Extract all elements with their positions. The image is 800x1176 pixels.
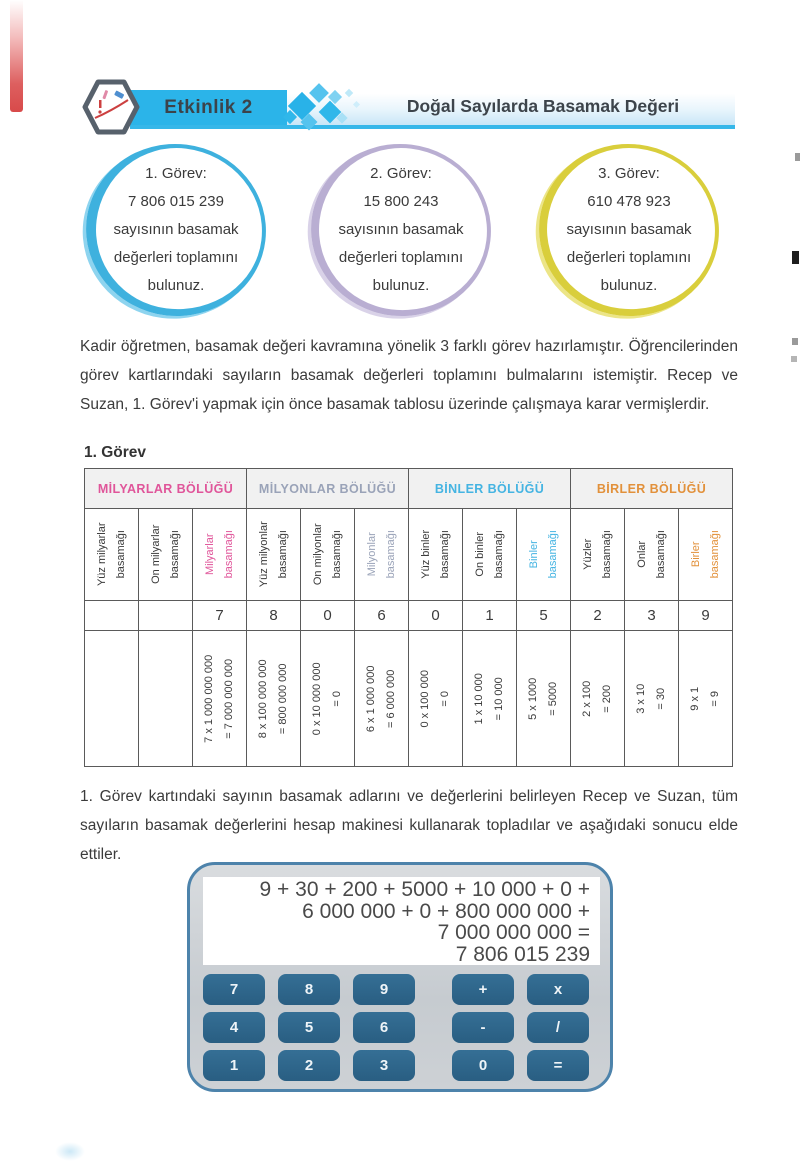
task-number: 7 806 015 239	[128, 193, 224, 210]
key-4[interactable]: 4	[203, 1012, 265, 1043]
result-paragraph: 1. Görev kartındaki sayının basamak adla…	[80, 788, 738, 863]
key-1[interactable]: 1	[203, 1050, 265, 1081]
key-7[interactable]: 7	[203, 974, 265, 1005]
task-text-line: değerleri toplamını	[338, 249, 464, 266]
key-multiply[interactable]: x	[527, 974, 589, 1005]
key-9[interactable]: 9	[353, 974, 415, 1005]
digit-cell: 5	[517, 601, 571, 631]
place-label-cell: Milyonlar basamağı	[355, 509, 409, 601]
scan-artifact	[795, 153, 800, 161]
task-text-line: bulunuz.	[372, 277, 430, 294]
group-header-milyonlar: MİLYONLAR BÖLÜĞÜ	[247, 469, 409, 509]
calc-cell: 1 x 10 000 = 10 000	[463, 631, 517, 767]
scan-artifact	[791, 356, 797, 362]
key-plus[interactable]: +	[452, 974, 514, 1005]
calc-cell: 0 x 10 000 000 = 0	[301, 631, 355, 767]
header-band	[287, 90, 735, 125]
digit-cell	[85, 601, 139, 631]
intro-paragraph: Kadir öğretmen, basamak değeri kavramına…	[80, 338, 738, 413]
section-heading: 1. Görev	[84, 444, 147, 461]
key-equals[interactable]: =	[527, 1050, 589, 1081]
display-line: 7 000 000 000 =	[437, 921, 590, 944]
key-8[interactable]: 8	[278, 974, 340, 1005]
calc-cell	[85, 631, 139, 767]
display-result: 7 806 015 239	[455, 942, 590, 966]
key-2[interactable]: 2	[278, 1050, 340, 1081]
digit-cell: 3	[625, 601, 679, 631]
activity-badge-label: Etkinlik 2	[164, 96, 253, 118]
calculator-keypad: 7 8 9 + x 4 5 6 - / 1 2 3 0 =	[203, 967, 603, 1081]
key-divide[interactable]: /	[527, 1012, 589, 1043]
place-label-cell: On milyarlar basamağı	[139, 509, 193, 601]
scan-artifact	[792, 251, 799, 264]
digit-cell: 2	[571, 601, 625, 631]
task-text-line: sayısının basamak	[113, 221, 239, 238]
key-0[interactable]: 0	[452, 1050, 514, 1081]
place-label-cell: Milyarlar basamağı	[193, 509, 247, 601]
calc-cell: 5 x 1000 = 5000	[517, 631, 571, 767]
calculator: 9 + 30 + 200 + 5000 + 10 000 + 0 + 6 000…	[187, 862, 613, 1092]
calc-cell: 0 x 100 000 = 0	[409, 631, 463, 767]
digit-cell: 8	[247, 601, 301, 631]
task-text-line: değerleri toplamını	[113, 249, 239, 266]
digit-cell: 0	[301, 601, 355, 631]
task-card-3: 3. Görev: 610 478 923 sayısının basamak …	[529, 133, 729, 327]
place-label-cell: On milyonlar basamağı	[301, 509, 355, 601]
group-header-binler: BİNLER BÖLÜĞÜ	[409, 469, 571, 509]
display-line: 9 + 30 + 200 + 5000 + 10 000 + 0 +	[259, 878, 590, 901]
key-minus[interactable]: -	[452, 1012, 514, 1043]
task-title: 3. Görev:	[598, 165, 660, 182]
key-5[interactable]: 5	[278, 1012, 340, 1043]
place-label-cell: Yüzler basamağı	[571, 509, 625, 601]
pencil-hexagon-icon	[82, 78, 140, 136]
digit-cell: 9	[679, 601, 733, 631]
header-underline	[130, 125, 735, 129]
calc-cell: 8 x 100 000 000 = 800 000 000	[247, 631, 301, 767]
key-3[interactable]: 3	[353, 1050, 415, 1081]
calc-cell: 3 x 10 = 30	[625, 631, 679, 767]
calc-cell: 9 x 1 = 9	[679, 631, 733, 767]
calc-cell	[139, 631, 193, 767]
task-card-2: 2. Görev: 15 800 243 sayısının basamak d…	[301, 133, 501, 327]
group-header-milyarlar: MİLYARLAR BÖLÜĞÜ	[85, 469, 247, 509]
place-value-table: MİLYARLAR BÖLÜĞÜ MİLYONLAR BÖLÜĞÜ BİNLER…	[84, 468, 733, 767]
scan-artifact	[792, 338, 798, 345]
place-label-cell: On binler basamağı	[463, 509, 517, 601]
calculator-display: 9 + 30 + 200 + 5000 + 10 000 + 0 + 6 000…	[203, 877, 600, 965]
place-label-cell: Birler basamağı	[679, 509, 733, 601]
calc-cell: 7 x 1 000 000 000 = 7 000 000 000	[193, 631, 247, 767]
digit-cell: 7	[193, 601, 247, 631]
task-card-1: 1. Görev: 7 806 015 239 sayısının basama…	[76, 133, 276, 327]
place-label-cell: Yüz milyonlar basamağı	[247, 509, 301, 601]
display-line: 6 000 000 + 0 + 800 000 000 +	[302, 899, 590, 923]
diamond-pattern	[280, 82, 370, 134]
group-header-birler: BİRLER BÖLÜĞÜ	[571, 469, 733, 509]
place-label-cell: Binler basamağı	[517, 509, 571, 601]
place-label-cell: Onlar basamağı	[625, 509, 679, 601]
activity-badge: Etkinlik 2	[130, 90, 287, 125]
task-text-line: bulunuz.	[600, 277, 658, 294]
calc-cell: 6 x 1 000 000 = 6 000 000	[355, 631, 409, 767]
place-label-cell: Yüz milyarlar basamağı	[85, 509, 139, 601]
task-text-line: sayısının basamak	[338, 221, 464, 238]
task-title: 1. Görev:	[145, 165, 207, 182]
task-number: 15 800 243	[363, 193, 439, 210]
place-label-cell: Yüz binler basamağı	[409, 509, 463, 601]
scan-smudge	[55, 1142, 85, 1161]
task-number: 610 478 923	[587, 193, 671, 210]
task-text-line: bulunuz.	[147, 277, 205, 294]
page-title: Doğal Sayılarda Basamak Değeri	[406, 96, 680, 116]
digit-cell: 0	[409, 601, 463, 631]
task-text-line: sayısının basamak	[566, 221, 692, 238]
key-6[interactable]: 6	[353, 1012, 415, 1043]
digit-cell: 1	[463, 601, 517, 631]
digit-cell	[139, 601, 193, 631]
page-edge-red-strip	[10, 0, 23, 112]
task-title: 2. Görev:	[370, 165, 432, 182]
task-text-line: değerleri toplamını	[566, 249, 692, 266]
calc-cell: 2 x 100 = 200	[571, 631, 625, 767]
digit-cell: 6	[355, 601, 409, 631]
